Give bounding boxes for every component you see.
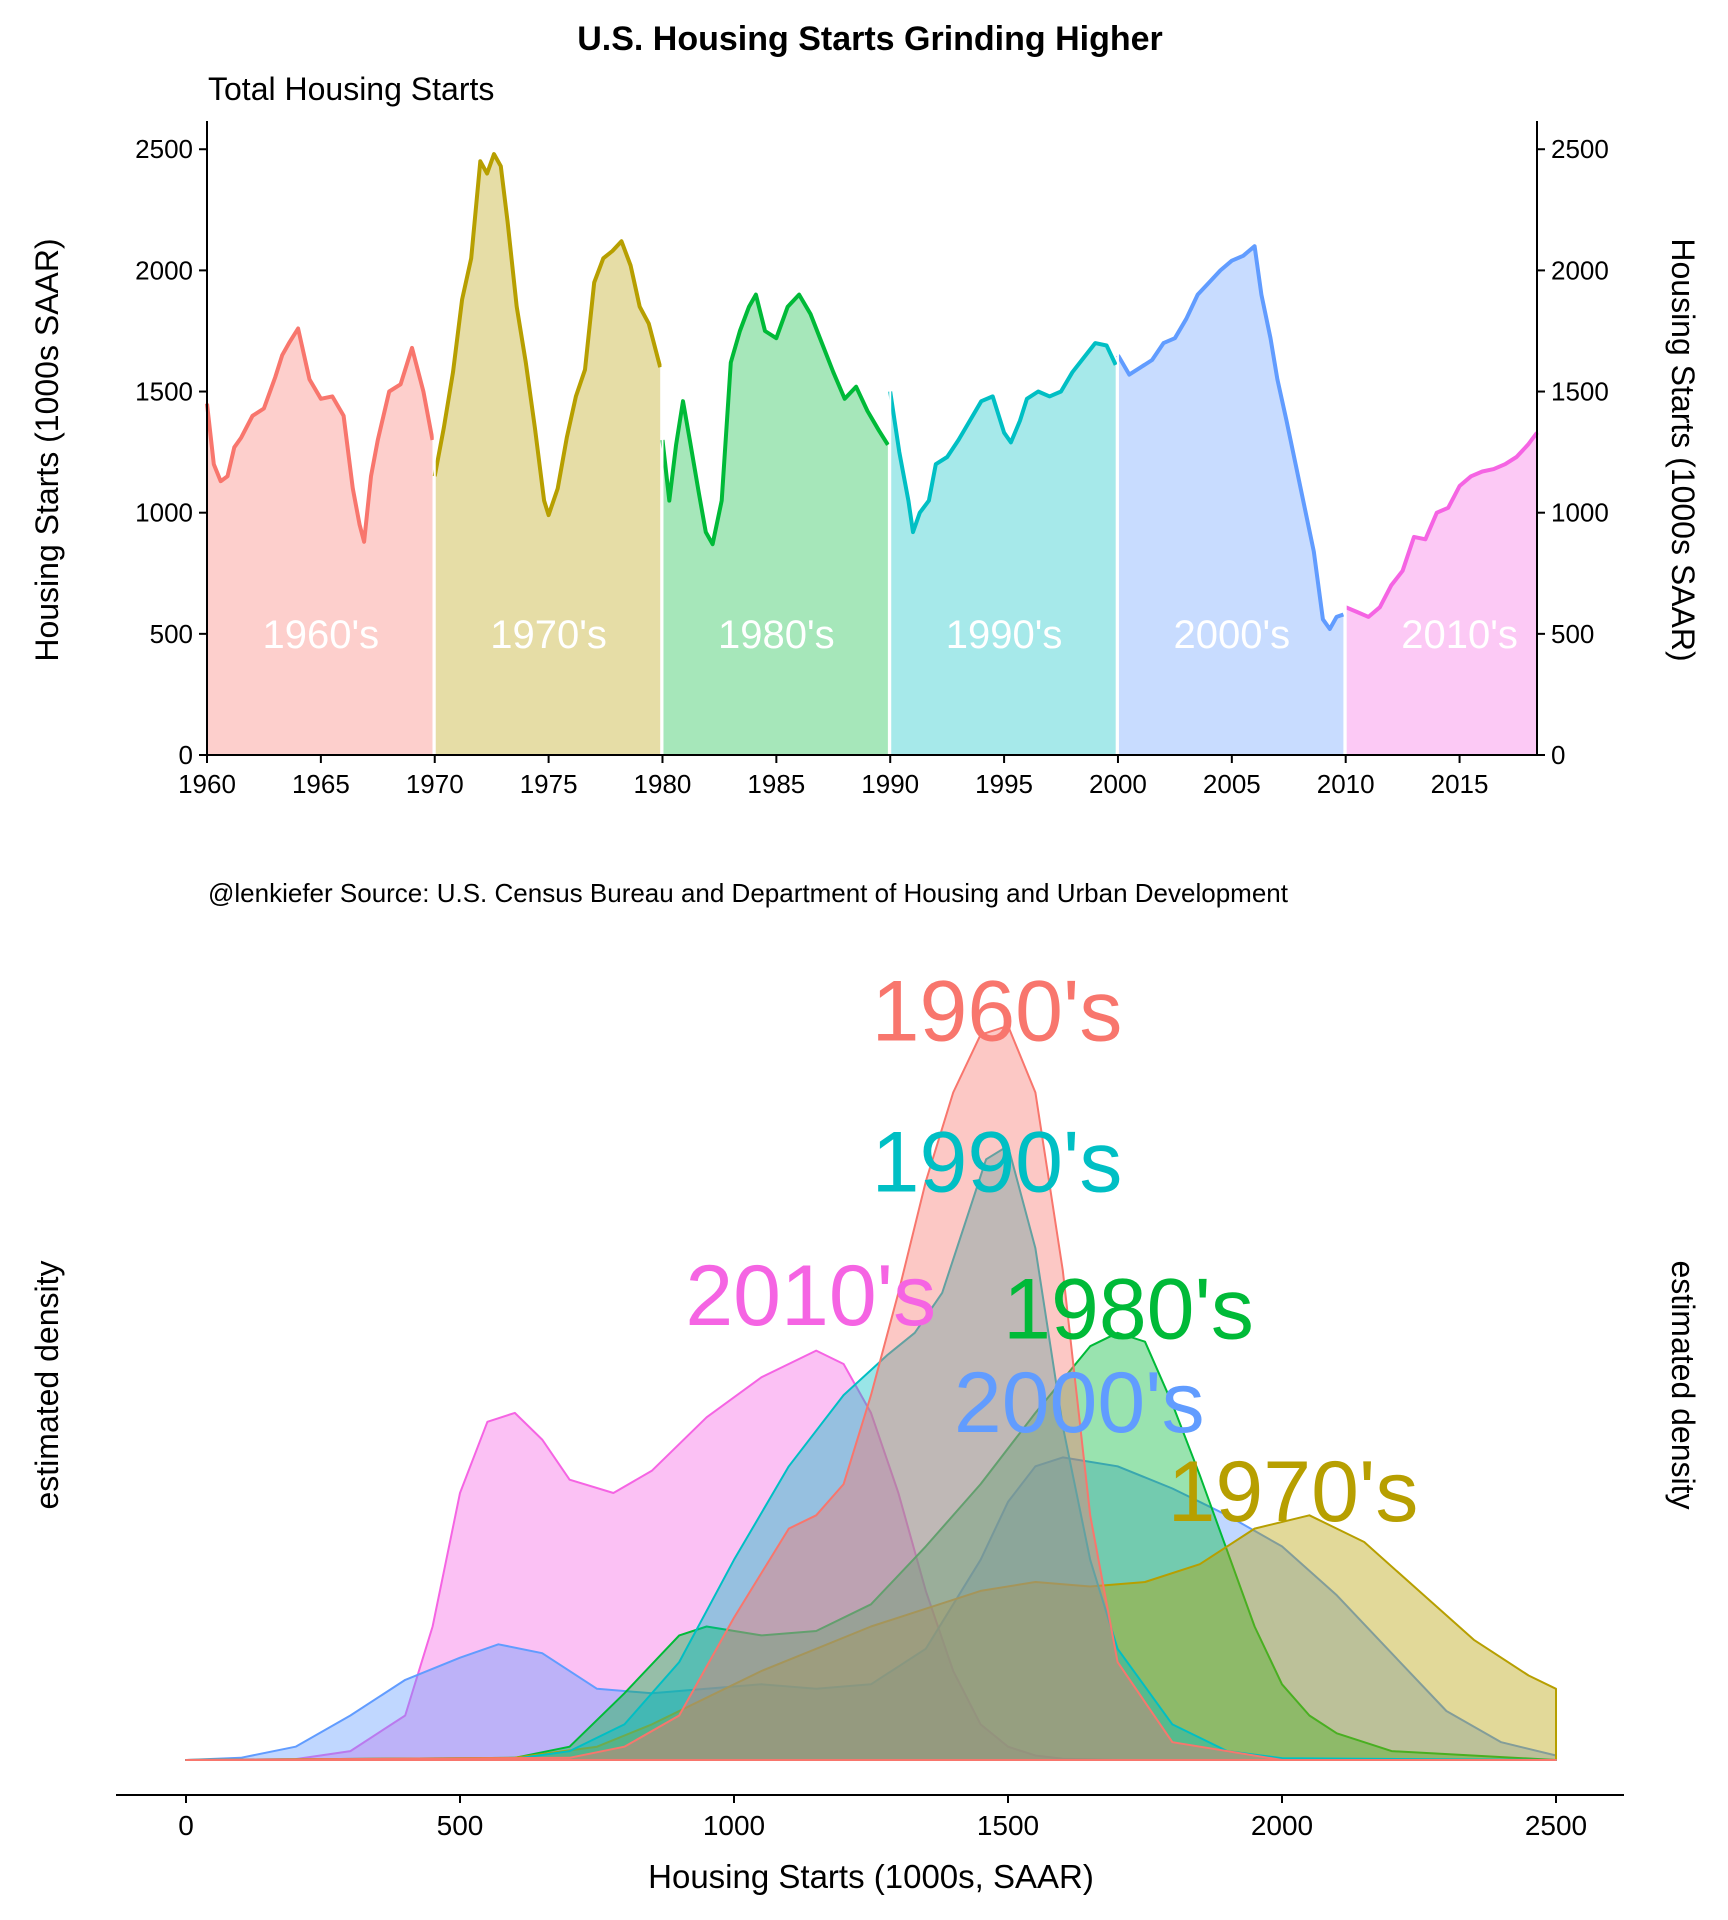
density-area-1970s <box>185 1514 1557 1761</box>
x-tick-label: 2000 <box>1089 769 1147 799</box>
x-tick-label: 1965 <box>292 769 350 799</box>
density-label-2010s: 2010's <box>685 1248 936 1344</box>
y-tick-label: 0 <box>1551 740 1565 770</box>
density-area-1980s <box>185 1331 1557 1761</box>
x-tick-label: 1995 <box>975 769 1033 799</box>
x-tick-label: 1000 <box>703 1810 765 1841</box>
decade-area-2000s <box>1118 246 1344 755</box>
x-tick-label: 2010 <box>1317 769 1375 799</box>
y-tick-label: 2500 <box>1551 134 1609 164</box>
y-tick-label: 1000 <box>135 498 193 528</box>
x-tick-label: 1990 <box>861 769 919 799</box>
x-axis-title: Housing Starts (1000s, SAAR) <box>648 1858 1094 1895</box>
x-tick-label: 2500 <box>1525 1810 1587 1841</box>
y-tick-label: 1500 <box>1551 377 1609 407</box>
x-tick-label: 500 <box>437 1810 484 1841</box>
source-caption: @lenkiefer Source: U.S. Census Bureau an… <box>208 878 1289 908</box>
y-axis-title-left: estimated density <box>29 1260 65 1509</box>
decade-line-1980s <box>660 292 890 547</box>
y-tick-label: 2000 <box>1551 255 1609 285</box>
density-label-2000s: 2000's <box>954 1355 1205 1451</box>
density-area-1990s <box>185 1144 1557 1761</box>
y-axis-title-right: Housing Starts (1000s SAAR) <box>1665 238 1701 661</box>
x-tick-label: 2000 <box>1251 1810 1313 1841</box>
decade-area-1990s <box>890 343 1116 755</box>
x-tick-label: 1975 <box>520 769 578 799</box>
x-tick-label: 2015 <box>1431 769 1489 799</box>
x-tick-label: 2005 <box>1203 769 1261 799</box>
decade-label: 2000's <box>1174 613 1291 657</box>
x-tick-label: 1970 <box>406 769 464 799</box>
x-tick-label: 1985 <box>747 769 805 799</box>
y-axis-title-right: estimated density <box>1665 1260 1701 1509</box>
density-area-2000s <box>185 1456 1557 1761</box>
y-tick-label: 1500 <box>135 377 193 407</box>
density-area-2010s <box>185 1349 1557 1761</box>
decade-area-1970s <box>434 154 661 756</box>
decade-line-1990s <box>888 341 1118 535</box>
y-axis-title-left: Housing Starts (1000s SAAR) <box>29 238 65 661</box>
decade-label: 1960's <box>263 613 380 657</box>
decade-line-1960s <box>205 326 435 544</box>
decade-area-1980s <box>662 294 888 755</box>
x-tick-label: 1500 <box>977 1810 1039 1841</box>
decade-line-1970s <box>432 152 663 518</box>
density-label-1980s: 1980's <box>1003 1262 1254 1358</box>
decade-area-2010s <box>1345 432 1537 755</box>
decade-label: 2010's <box>1401 613 1518 657</box>
y-tick-label: 500 <box>150 619 193 649</box>
density-area-1960s <box>185 1024 1557 1761</box>
decade-area-1960s <box>207 328 433 755</box>
y-tick-label: 0 <box>179 740 193 770</box>
density-label-1960s: 1960's <box>872 963 1123 1059</box>
x-tick-label: 1960 <box>178 769 236 799</box>
chart-subtitle: Total Housing Starts <box>208 71 494 107</box>
density-label-1990s: 1990's <box>872 1115 1123 1211</box>
y-tick-label: 1000 <box>1551 498 1609 528</box>
y-tick-label: 2000 <box>135 255 193 285</box>
decade-line-2000s <box>1116 244 1345 631</box>
density-label-1970s: 1970's <box>1168 1444 1419 1540</box>
decade-label: 1970's <box>490 613 607 657</box>
chart-title: U.S. Housing Starts Grinding Higher <box>577 20 1163 58</box>
x-tick-label: 1980 <box>634 769 692 799</box>
y-tick-label: 2500 <box>135 134 193 164</box>
decade-label: 1990's <box>946 613 1063 657</box>
decade-label: 1980's <box>718 613 835 657</box>
time-series-panel: 1960's 1970's 1980's 1990's 2000's 2010's 0 0 50… <box>29 121 1701 799</box>
y-tick-label: 500 <box>1551 619 1594 649</box>
x-tick-label: 0 <box>178 1810 194 1841</box>
decade-line-2010s <box>1344 431 1539 619</box>
